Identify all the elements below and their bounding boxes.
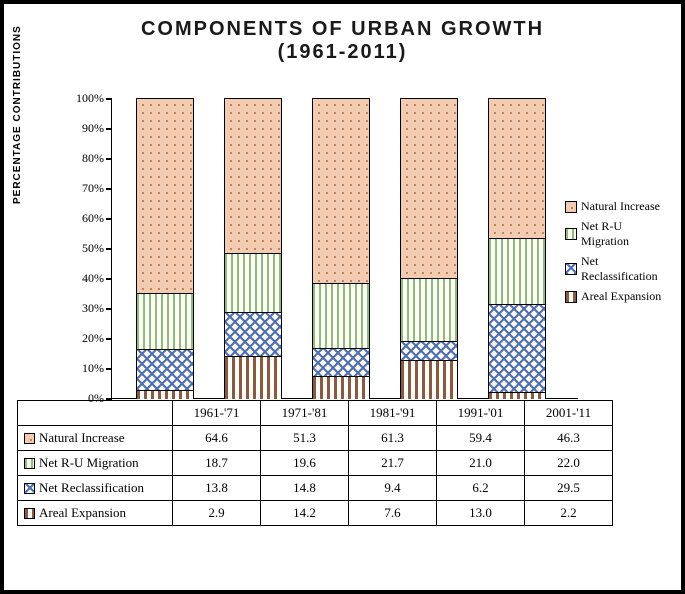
legend-item: Net Reclassification <box>565 254 669 284</box>
chart-frame: COMPONENTS OF URBAN GROWTH (1961-2011) P… <box>0 0 685 594</box>
table-blank-header <box>18 401 173 426</box>
table-row: Net R-U Migration 18.719.621.721.022.0 <box>18 451 613 476</box>
table-row: Areal Expansion 2.914.27.613.02.2 <box>18 501 613 526</box>
legend-label: Net R-U Migration <box>581 219 669 249</box>
table-row-header: Net Reclassification <box>18 476 173 501</box>
table-cell: 51.3 <box>261 426 349 451</box>
table-col-header: 1981-'91 <box>349 401 437 426</box>
table-cell: 21.7 <box>349 451 437 476</box>
table-cell: 22.0 <box>525 451 613 476</box>
y-tick-label: 90% <box>70 121 104 136</box>
table-cell: 7.6 <box>349 501 437 526</box>
table-cell: 13.8 <box>173 476 261 501</box>
table-cell: 14.8 <box>261 476 349 501</box>
table-cell: 6.2 <box>437 476 525 501</box>
table-row-header: Areal Expansion <box>18 501 173 526</box>
bar-segment-areal <box>137 390 193 399</box>
row-label: Net Reclassification <box>39 480 144 496</box>
title-line-2: (1961-2011) <box>4 41 681 64</box>
table-cell: 19.6 <box>261 451 349 476</box>
table-cell: 59.4 <box>437 426 525 451</box>
y-tick-label: 30% <box>70 301 104 316</box>
row-swatch <box>24 508 35 519</box>
legend-swatch <box>565 228 577 240</box>
y-tick-label: 70% <box>70 181 104 196</box>
legend-item: Natural Increase <box>565 199 669 214</box>
row-label: Natural Increase <box>39 430 125 446</box>
table-header-row: 1961-'711971-'811981-'911991-'012001-'11 <box>18 401 613 426</box>
table-cell: 13.0 <box>437 501 525 526</box>
table-col-header: 1971-'81 <box>261 401 349 426</box>
bar-2001-'11 <box>488 98 546 398</box>
table-col-header: 2001-'11 <box>525 401 613 426</box>
bar-segment-reclass <box>489 304 545 393</box>
bar-segment-areal <box>313 376 369 399</box>
table-cell: 61.3 <box>349 426 437 451</box>
bar-segment-netru <box>401 278 457 341</box>
bar-segment-natural <box>489 99 545 238</box>
table-row: Natural Increase 64.651.361.359.446.3 <box>18 426 613 451</box>
table-row-header: Natural Increase <box>18 426 173 451</box>
y-tick-label: 10% <box>70 361 104 376</box>
bar-segment-areal <box>489 392 545 399</box>
bar-segment-reclass <box>225 312 281 356</box>
table-cell: 2.2 <box>525 501 613 526</box>
bar-1981-'91 <box>312 98 370 398</box>
bar-1961-'71 <box>136 98 194 398</box>
bar-segment-netru <box>137 293 193 349</box>
legend-item: Net R-U Migration <box>565 219 669 249</box>
bar-segment-areal <box>225 356 281 399</box>
y-tick-label: 50% <box>70 241 104 256</box>
row-label: Net R-U Migration <box>39 455 139 471</box>
y-tick-label: 80% <box>70 151 104 166</box>
table-cell: 29.5 <box>525 476 613 501</box>
legend-swatch <box>565 291 577 303</box>
legend: Natural Increase Net R-U Migration Net Rec… <box>565 194 669 309</box>
bar-1971-'81 <box>224 98 282 398</box>
legend-label: Net Reclassification <box>581 254 669 284</box>
table-row: Net Reclassification 13.814.89.46.229.5 <box>18 476 613 501</box>
table-cell: 14.2 <box>261 501 349 526</box>
bar-segment-areal <box>401 360 457 399</box>
table-cell: 9.4 <box>349 476 437 501</box>
row-label: Areal Expansion <box>39 505 126 521</box>
y-tick-label: 20% <box>70 331 104 346</box>
bar-1991-'01 <box>400 98 458 398</box>
y-tick-label: 40% <box>70 271 104 286</box>
legend-swatch <box>565 263 577 275</box>
table-cell: 46.3 <box>525 426 613 451</box>
row-swatch <box>24 433 35 444</box>
y-axis-label: PERCENTAGE CONTRIBUTIONS <box>12 25 23 204</box>
y-tick-label: 60% <box>70 211 104 226</box>
legend-swatch <box>565 201 577 213</box>
table-row-header: Net R-U Migration <box>18 451 173 476</box>
bar-segment-natural <box>401 99 457 278</box>
row-swatch <box>24 458 35 469</box>
table-col-header: 1961-'71 <box>173 401 261 426</box>
bar-segment-reclass <box>137 349 193 390</box>
bar-segment-netru <box>489 238 545 304</box>
table-col-header: 1991-'01 <box>437 401 525 426</box>
row-swatch <box>24 483 35 494</box>
bar-segment-natural <box>225 99 281 253</box>
chart-area: 0%10%20%30%40%50%60%70%80%90%100% <box>49 98 577 398</box>
legend-item: Areal Expansion <box>565 289 669 304</box>
title-block: COMPONENTS OF URBAN GROWTH (1961-2011) <box>4 4 681 64</box>
table-cell: 64.6 <box>173 426 261 451</box>
bar-segment-netru <box>225 253 281 312</box>
bar-segment-natural <box>313 99 369 283</box>
bar-segment-natural <box>137 99 193 293</box>
plot-area: 0%10%20%30%40%50%60%70%80%90%100% <box>111 98 578 399</box>
title-line-1: COMPONENTS OF URBAN GROWTH <box>4 18 681 41</box>
y-tick-label: 100% <box>70 91 104 106</box>
table-cell: 21.0 <box>437 451 525 476</box>
table-cell: 2.9 <box>173 501 261 526</box>
legend-label: Areal Expansion <box>581 289 661 304</box>
data-table: 1961-'711971-'811981-'911991-'012001-'11… <box>17 400 613 526</box>
bar-segment-netru <box>313 283 369 348</box>
table-cell: 18.7 <box>173 451 261 476</box>
bar-segment-reclass <box>401 341 457 360</box>
bar-segment-reclass <box>313 348 369 376</box>
legend-label: Natural Increase <box>581 199 660 214</box>
